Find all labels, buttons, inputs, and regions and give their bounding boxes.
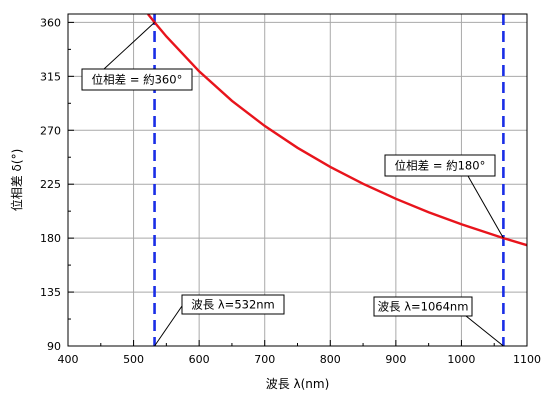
y-tick-label: 315	[40, 70, 61, 83]
annotation-leader	[465, 315, 504, 347]
x-tick-labels: 400 500 600 700 800 900 1000 1100	[58, 353, 542, 366]
x-tick-label: 800	[320, 353, 341, 366]
annotation-label: 波長 λ=1064nm	[378, 300, 469, 314]
x-tick-label: 400	[58, 353, 79, 366]
x-axis-title: 波長 λ(nm)	[266, 377, 330, 391]
x-tick-label: 1100	[513, 353, 541, 366]
y-tick-label: 270	[40, 124, 61, 137]
annotations: 位相差 = 約360° 位相差 = 約180° 波長 λ=532nm 波長 λ=106…	[81, 22, 504, 347]
annotation-leader	[467, 175, 504, 239]
x-tick-label: 900	[385, 353, 406, 366]
annotation-box	[81, 68, 193, 91]
annotation-label: 位相差 = 約360°	[92, 73, 183, 87]
annotation-leader	[154, 305, 183, 347]
y-tick-label: 90	[47, 340, 61, 353]
series-group	[147, 13, 528, 247]
annotation-label: 波長 λ=532nm	[191, 298, 275, 312]
annotation-box	[384, 154, 496, 177]
x-tick-label: 500	[123, 353, 144, 366]
annotation-box	[373, 296, 473, 317]
annotation-box	[181, 294, 285, 315]
y-tick-label: 135	[40, 286, 61, 299]
grid	[68, 14, 527, 346]
annotation-leader	[103, 22, 155, 70]
x-tick-label: 700	[254, 353, 275, 366]
y-tick-label: 180	[40, 232, 61, 245]
y-tick-label: 225	[40, 178, 61, 191]
y-tick-labels: 90 135 180 225 270 315 360	[40, 16, 61, 353]
plot-frame	[67, 13, 528, 347]
y-tick-label: 360	[40, 16, 61, 29]
y-axis-title: 位相差 δ(°)	[9, 149, 24, 212]
phase-curve	[147, 13, 528, 247]
x-tick-label: 600	[189, 353, 210, 366]
minor-ticks	[68, 48, 495, 346]
x-tick-label: 1000	[447, 353, 475, 366]
annotation-label: 位相差 = 約180°	[395, 159, 486, 173]
